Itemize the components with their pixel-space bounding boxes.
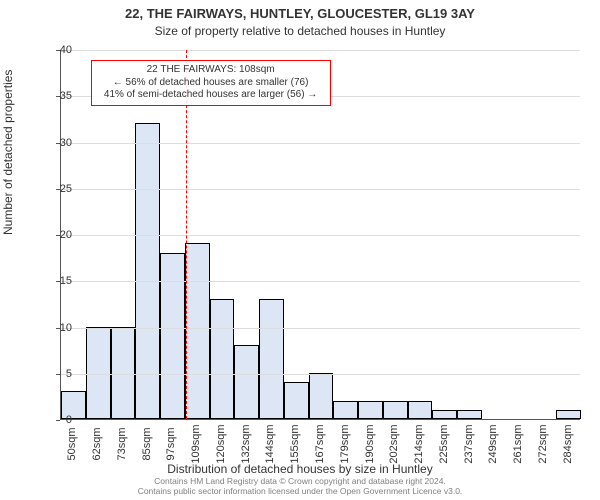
x-tick-label: 50sqm	[66, 427, 78, 460]
x-tick-label: 97sqm	[165, 427, 177, 460]
y-tick-mark	[56, 143, 60, 144]
footer-attribution: Contains HM Land Registry data © Crown c…	[0, 476, 600, 496]
grid-line	[61, 328, 580, 329]
x-tick-label: 202sqm	[388, 424, 400, 463]
y-tick-mark	[56, 96, 60, 97]
x-tick-label: 120sqm	[215, 424, 227, 463]
histogram-bar	[160, 253, 185, 420]
histogram-bar	[432, 410, 457, 419]
y-tick-mark	[56, 235, 60, 236]
chart-title-sub: Size of property relative to detached ho…	[0, 24, 600, 38]
grid-line	[61, 235, 580, 236]
plot-area: 22 THE FAIRWAYS: 108sqm← 56% of detached…	[60, 50, 580, 420]
footer-line-1: Contains HM Land Registry data © Crown c…	[154, 476, 446, 486]
x-tick-label: 155sqm	[289, 424, 301, 463]
histogram-bar	[556, 410, 581, 419]
grid-line	[61, 281, 580, 282]
x-axis-label: Distribution of detached houses by size …	[0, 462, 600, 476]
annotation-box: 22 THE FAIRWAYS: 108sqm← 56% of detached…	[91, 60, 331, 106]
y-tick-mark	[56, 328, 60, 329]
histogram-bar	[358, 401, 383, 420]
annotation-line: 22 THE FAIRWAYS: 108sqm	[98, 64, 324, 77]
x-tick-label: 144sqm	[264, 424, 276, 463]
histogram-bar	[408, 401, 433, 420]
histogram-bar	[111, 327, 136, 420]
x-tick-label: 190sqm	[364, 424, 376, 463]
x-tick-label: 237sqm	[463, 424, 475, 463]
histogram-bar	[309, 373, 334, 419]
x-tick-label: 62sqm	[91, 427, 103, 460]
chart-container: 22, THE FAIRWAYS, HUNTLEY, GLOUCESTER, G…	[0, 0, 600, 500]
grid-line	[61, 374, 580, 375]
y-tick-mark	[56, 50, 60, 51]
chart-title-main: 22, THE FAIRWAYS, HUNTLEY, GLOUCESTER, G…	[0, 6, 600, 21]
annotation-line: 41% of semi-detached houses are larger (…	[98, 89, 324, 102]
x-tick-label: 284sqm	[562, 424, 574, 463]
footer-line-2: Contains public sector information licen…	[138, 486, 463, 496]
y-axis-label: Number of detached properties	[1, 70, 15, 235]
histogram-bar	[210, 299, 235, 419]
x-tick-label: 272sqm	[537, 424, 549, 463]
y-tick-mark	[56, 281, 60, 282]
grid-line	[61, 189, 580, 190]
x-tick-label: 249sqm	[487, 424, 499, 463]
y-tick-mark	[56, 420, 60, 421]
x-tick-label: 214sqm	[413, 424, 425, 463]
histogram-bar	[383, 401, 408, 420]
x-tick-label: 261sqm	[512, 424, 524, 463]
histogram-bar	[457, 410, 482, 419]
annotation-line: ← 56% of detached houses are smaller (76…	[98, 77, 324, 90]
y-tick-mark	[56, 374, 60, 375]
histogram-bar	[333, 401, 358, 420]
x-tick-label: 73sqm	[116, 427, 128, 460]
x-tick-label: 225sqm	[438, 424, 450, 463]
grid-line	[61, 143, 580, 144]
histogram-bar	[185, 243, 210, 419]
histogram-bar	[234, 345, 259, 419]
y-tick-mark	[56, 189, 60, 190]
x-tick-label: 109sqm	[190, 424, 202, 463]
x-tick-label: 132sqm	[240, 424, 252, 463]
grid-line	[61, 50, 580, 51]
histogram-bar	[284, 382, 309, 419]
x-tick-label: 179sqm	[339, 424, 351, 463]
x-tick-label: 85sqm	[141, 427, 153, 460]
x-tick-label: 167sqm	[314, 424, 326, 463]
histogram-bar	[259, 299, 284, 419]
histogram-bar	[86, 327, 111, 420]
